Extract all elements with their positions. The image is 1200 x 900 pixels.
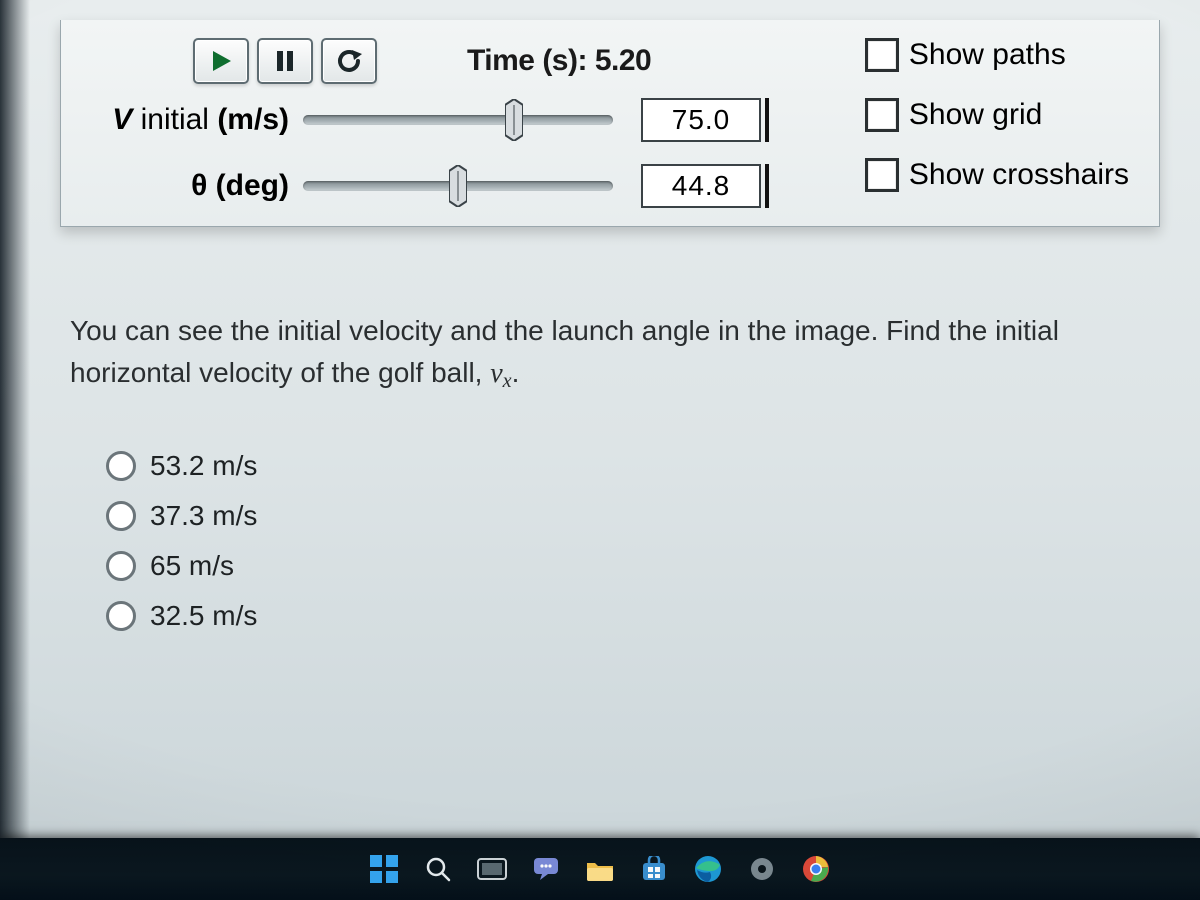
text-caret bbox=[765, 98, 769, 142]
ms-store-button[interactable] bbox=[634, 849, 674, 889]
v-initial-label: V initial (m/s) bbox=[83, 103, 303, 137]
playback-buttons bbox=[193, 38, 377, 84]
v-initial-value[interactable]: 75.0 bbox=[641, 98, 761, 142]
play-button[interactable] bbox=[193, 38, 249, 84]
theta-value[interactable]: 44.8 bbox=[641, 164, 761, 208]
show-grid-checkbox[interactable]: Show grid bbox=[865, 98, 1129, 132]
option-c[interactable]: 65 m/s bbox=[106, 550, 257, 582]
windows-icon bbox=[370, 855, 398, 883]
edge-icon bbox=[693, 854, 723, 884]
folder-icon bbox=[585, 857, 615, 881]
search-button[interactable] bbox=[418, 849, 458, 889]
v-initial-slider[interactable] bbox=[303, 106, 613, 134]
show-crosshairs-label: Show crosshairs bbox=[909, 158, 1129, 192]
edge-button[interactable] bbox=[688, 849, 728, 889]
show-crosshairs-checkbox[interactable]: Show crosshairs bbox=[865, 158, 1129, 192]
theta-slider[interactable] bbox=[303, 172, 613, 200]
options-column: Show paths Show grid Show crosshairs bbox=[865, 38, 1129, 192]
time-value: 5.20 bbox=[595, 44, 651, 77]
option-d-label: 32.5 m/s bbox=[150, 600, 257, 632]
time-readout: Time (s): 5.20 bbox=[467, 44, 651, 78]
play-icon bbox=[209, 49, 233, 73]
option-a-label: 53.2 m/s bbox=[150, 450, 257, 482]
question-line1: You can see the initial velocity and the… bbox=[70, 315, 1059, 346]
radio-icon bbox=[106, 451, 136, 481]
search-icon bbox=[424, 855, 452, 883]
show-grid-label: Show grid bbox=[909, 98, 1042, 132]
reset-icon bbox=[334, 48, 364, 74]
theta-thumb[interactable] bbox=[449, 165, 467, 207]
chrome-button[interactable] bbox=[796, 849, 836, 889]
question-text: You can see the initial velocity and the… bbox=[70, 310, 1150, 396]
gear-icon bbox=[748, 855, 776, 883]
question-line2-post: . bbox=[512, 357, 520, 388]
checkbox-icon bbox=[865, 38, 899, 72]
option-c-label: 65 m/s bbox=[150, 550, 234, 582]
checkbox-icon bbox=[865, 158, 899, 192]
taskview-button[interactable] bbox=[472, 849, 512, 889]
question-variable: vx bbox=[490, 358, 511, 389]
store-icon bbox=[641, 856, 667, 882]
slider-track bbox=[303, 115, 613, 125]
v-initial-thumb[interactable] bbox=[505, 99, 523, 141]
taskview-icon bbox=[477, 857, 507, 881]
start-button[interactable] bbox=[364, 849, 404, 889]
file-explorer-button[interactable] bbox=[580, 849, 620, 889]
checkbox-icon bbox=[865, 98, 899, 132]
settings-button[interactable] bbox=[742, 849, 782, 889]
chat-button[interactable] bbox=[526, 849, 566, 889]
windows-taskbar bbox=[0, 838, 1200, 900]
answer-options: 53.2 m/s 37.3 m/s 65 m/s 32.5 m/s bbox=[106, 450, 257, 632]
show-paths-label: Show paths bbox=[909, 38, 1066, 72]
chat-icon bbox=[532, 856, 560, 882]
show-paths-checkbox[interactable]: Show paths bbox=[865, 38, 1129, 72]
pause-button[interactable] bbox=[257, 38, 313, 84]
radio-icon bbox=[106, 551, 136, 581]
theta-label: θ (deg) bbox=[83, 169, 303, 203]
option-a[interactable]: 53.2 m/s bbox=[106, 450, 257, 482]
question-line2-pre: horizontal velocity of the golf ball, bbox=[70, 357, 482, 388]
text-caret bbox=[765, 164, 769, 208]
reset-button[interactable] bbox=[321, 38, 377, 84]
option-b-label: 37.3 m/s bbox=[150, 500, 257, 532]
radio-icon bbox=[106, 601, 136, 631]
sim-control-panel: Time (s): 5.20 V initial (m/s) 75.0 θ (d… bbox=[60, 20, 1160, 227]
time-label-prefix: Time (s): bbox=[467, 44, 595, 77]
option-b[interactable]: 37.3 m/s bbox=[106, 500, 257, 532]
chrome-icon bbox=[801, 854, 831, 884]
radio-icon bbox=[106, 501, 136, 531]
pause-icon bbox=[273, 49, 297, 73]
option-d[interactable]: 32.5 m/s bbox=[106, 600, 257, 632]
screen-bezel bbox=[0, 0, 30, 838]
